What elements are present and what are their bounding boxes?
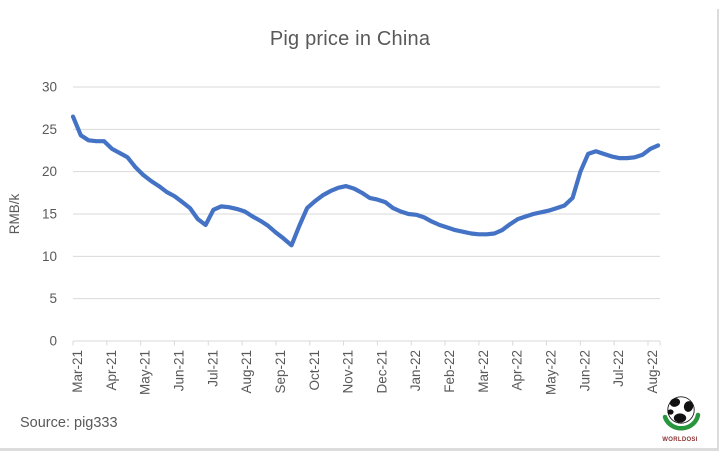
x-tick-label: Jun-22 xyxy=(577,350,592,391)
x-tick-label: Oct-21 xyxy=(307,350,322,391)
x-tick-label: Feb-22 xyxy=(442,350,457,393)
logo-text: WORLDOSI xyxy=(662,437,698,443)
x-tick-label: Mar-22 xyxy=(476,350,491,393)
x-tick-label: May-21 xyxy=(138,350,153,395)
x-tick-label: Jul-21 xyxy=(205,350,220,387)
page-border-right xyxy=(717,9,719,451)
x-axis xyxy=(72,340,661,346)
y-tick-label: 15 xyxy=(42,207,57,222)
x-tick-label: Aug-21 xyxy=(239,350,254,394)
x-tick-label: Jun-21 xyxy=(171,350,186,391)
y-tick-labels: 0 5 10 15 20 25 30 xyxy=(42,80,57,349)
x-tick-label: Aug-22 xyxy=(645,350,660,394)
chart-title: Pig price in China xyxy=(269,28,431,50)
source-note: Source: pig333 xyxy=(20,415,118,431)
y-tick-label: 20 xyxy=(42,164,57,179)
gridlines xyxy=(73,86,660,300)
worldosi-logo: WORLDOSI xyxy=(653,394,707,443)
y-axis-title: RMB/k xyxy=(7,194,22,235)
x-tick-label: Sep-21 xyxy=(273,350,288,394)
page-border-bottom xyxy=(0,448,719,451)
y-tick-label: 25 xyxy=(42,122,57,137)
x-tick-label: May-22 xyxy=(544,350,559,395)
x-tick-label: Dec-21 xyxy=(374,350,389,394)
y-tick-label: 0 xyxy=(49,334,57,349)
x-tick-label: Nov-21 xyxy=(341,350,356,394)
x-tick-label: Jan-22 xyxy=(408,350,423,391)
x-tick-label: Apr-22 xyxy=(510,350,525,391)
globe-icon xyxy=(662,396,701,431)
y-tick-label: 5 xyxy=(49,291,57,306)
price-series-line xyxy=(70,114,661,248)
x-tick-label: Mar-21 xyxy=(70,350,85,393)
x-tick-labels: Mar-21 Apr-21 May-21 Jun-21 Jul-21 Aug-21 Sep-… xyxy=(70,350,660,395)
y-tick-label: 30 xyxy=(42,80,57,95)
x-tick-label: Jul-22 xyxy=(611,350,626,387)
y-tick-label: 10 xyxy=(42,249,57,264)
x-tick-label: Apr-21 xyxy=(104,350,119,391)
